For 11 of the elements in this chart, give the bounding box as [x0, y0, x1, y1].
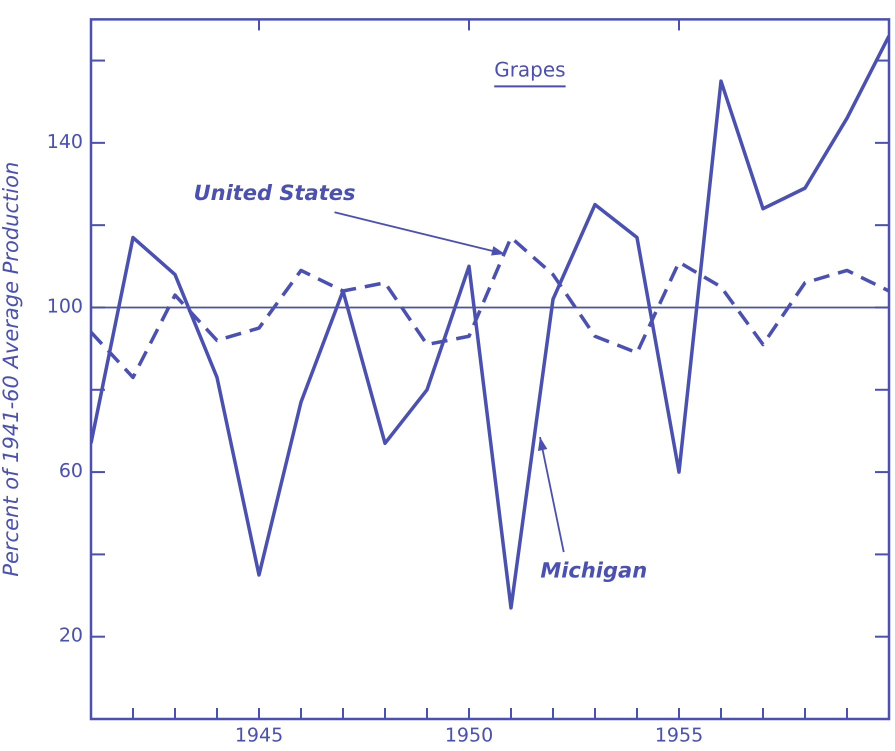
series-label: Michigan — [540, 558, 648, 583]
x-tick-label: 1945 — [234, 724, 284, 746]
text: Grapes — [494, 57, 566, 82]
y-tick-label: 60 — [58, 460, 83, 482]
y-tick-label: 140 — [46, 130, 83, 153]
y-tick-label: 20 — [58, 624, 83, 647]
y-axis-title: Percent of 1941-60 Average Production — [0, 162, 24, 577]
x-tick-label: 1955 — [654, 724, 704, 746]
x-tick-label: 1950 — [444, 724, 494, 746]
y-tick-label: 100 — [46, 295, 83, 318]
text: United States — [194, 180, 356, 205]
